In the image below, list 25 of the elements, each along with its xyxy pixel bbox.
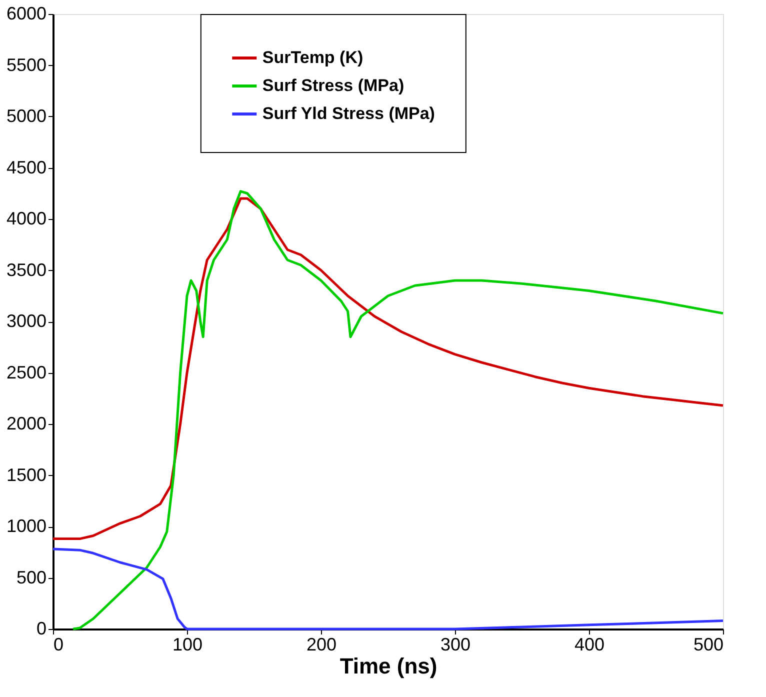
y-tick-label: 500 [16,567,46,588]
y-tick-label: 2000 [6,414,46,434]
legend-label: Surf Stress (MPa) [262,76,404,95]
y-tick-label: 0 [36,618,46,638]
y-tick-label: 6000 [6,4,46,24]
x-tick-label: 100 [172,634,203,654]
y-tick-label: 4500 [6,157,46,178]
y-tick-label: 4000 [6,208,46,228]
line-series [72,190,724,630]
x-tick-label: 500 [693,634,724,654]
y-tick-label: 3500 [6,260,46,280]
y-tick-label: 5000 [6,106,46,126]
x-tick-label: 0 [54,634,64,654]
y-tick-label: 1500 [6,464,46,485]
x-tick-label: 400 [574,634,605,654]
x-tick-label: 200 [306,634,337,654]
y-tick-label: 1000 [6,516,46,536]
legend-label: SurTemp (K) [262,48,364,67]
y-tick-label: 3000 [6,311,46,331]
x-tick-label: 300 [440,634,471,654]
x-axis-title: Time (ns) [340,654,438,678]
y-tick-label: 2500 [6,362,46,382]
y-tick-label: 5500 [6,54,46,75]
legend-label: Surf Yld Stress (MPa) [262,104,435,123]
line-series [52,197,724,540]
